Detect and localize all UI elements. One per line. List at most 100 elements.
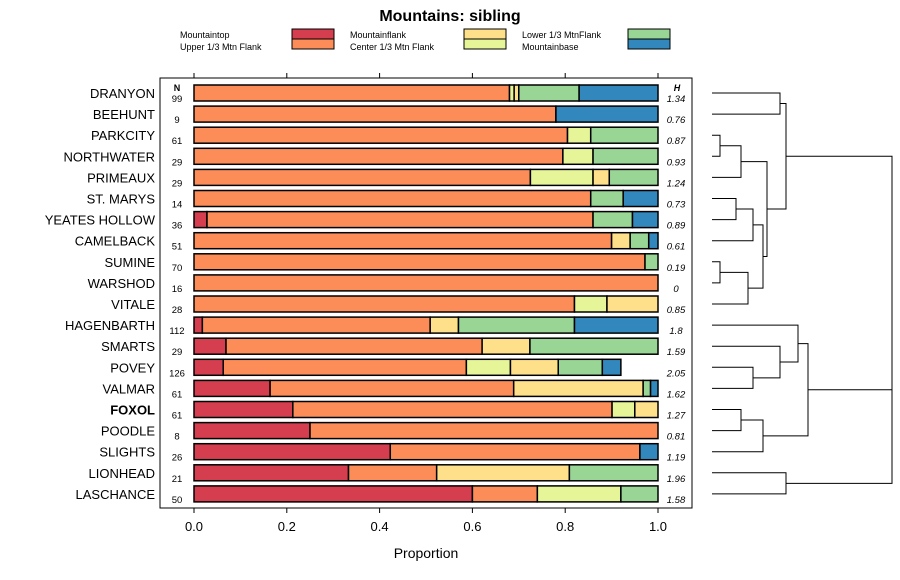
legend-label-mountaintop: Mountaintop bbox=[180, 30, 230, 40]
bar-segment-center-1-3-mtn-flank bbox=[573, 295, 608, 313]
row-label: DRANYON bbox=[90, 86, 155, 101]
row-h-value: 0 bbox=[673, 284, 679, 295]
bar-segment-lower-1-3-mtnflank bbox=[589, 189, 624, 208]
row-h-value: 1.58 bbox=[667, 495, 686, 506]
row-label: VALMAR bbox=[103, 381, 156, 396]
x-axis-title: Proportion bbox=[394, 545, 459, 561]
row-h-value: 0.19 bbox=[667, 263, 686, 274]
bar-segment-mountainbase bbox=[622, 189, 659, 208]
dendrogram-link bbox=[763, 343, 809, 437]
bar-segment-mountaintop bbox=[193, 464, 350, 482]
row-h-value: 1.8 bbox=[669, 326, 683, 337]
row-n-value: 29 bbox=[172, 157, 183, 168]
bar-segment-upper-1-3-mtn-flank bbox=[193, 295, 576, 313]
row-n-value: 14 bbox=[172, 200, 183, 211]
bar-segment-upper-1-3-mtn-flank bbox=[206, 210, 594, 229]
bar-segment-mountainbase bbox=[649, 379, 659, 398]
row-n-value: 8 bbox=[174, 432, 179, 443]
bar-segment-upper-1-3-mtn-flank bbox=[389, 442, 641, 461]
bar-row-st-marys: ST. MARYS 14 0.73 bbox=[87, 189, 686, 211]
plot-frame bbox=[159, 77, 693, 509]
bar-segment-mountainbase bbox=[639, 442, 659, 461]
row-n-value: 9 bbox=[174, 115, 179, 126]
bar-segment-upper-1-3-mtn-flank bbox=[471, 485, 539, 503]
bar-row-smarts: SMARTS 29 1.59 bbox=[101, 337, 686, 358]
bar-segment-mountaintop bbox=[193, 442, 392, 461]
row-label: HAGENBARTH bbox=[65, 318, 155, 333]
bar-segment-mountaintop bbox=[193, 421, 311, 440]
row-h-value: 0.93 bbox=[667, 157, 686, 168]
row-h-value: 1.59 bbox=[667, 347, 686, 358]
bar-row-lionhead: LIONHEAD 21 1.96 bbox=[89, 464, 686, 485]
row-label: LASCHANCE bbox=[76, 487, 156, 502]
legend-swatch-lower-1-3-mtnflank bbox=[627, 28, 671, 40]
bar-segment-mountaintop bbox=[193, 358, 224, 377]
legend-label-mountainflank: Mountainflank bbox=[350, 30, 407, 40]
row-n-value: 16 bbox=[172, 284, 183, 295]
bar-row-povey: POVEY 126 2.05 bbox=[110, 358, 686, 379]
dendrogram-link bbox=[712, 145, 742, 178]
row-n-value: 126 bbox=[169, 368, 185, 379]
legend-swatch-mountainbase bbox=[627, 38, 671, 50]
row-label: PARKCITY bbox=[91, 128, 155, 143]
bar-segment-mountainflank bbox=[429, 316, 460, 334]
x-tick-label: 0.2 bbox=[278, 519, 296, 534]
row-n-value: 28 bbox=[172, 305, 183, 316]
bar-row-laschance: LASCHANCE 50 1.58 bbox=[76, 485, 686, 506]
bar-segment-mountainbase bbox=[631, 210, 659, 229]
row-h-value: 0.89 bbox=[667, 221, 686, 232]
bar-segment-center-1-3-mtn-flank bbox=[465, 358, 512, 377]
legend-label-mountainbase: Mountainbase bbox=[522, 42, 579, 52]
bar-segment-mountaintop bbox=[193, 485, 474, 503]
legend-label-lower-1-3-mtnflank: Lower 1/3 MtnFlank bbox=[522, 30, 602, 40]
bar-row-valmar: VALMAR 61 1.62 bbox=[103, 379, 686, 400]
bar-segment-lower-1-3-mtnflank bbox=[629, 231, 650, 250]
row-label: BEEHUNT bbox=[93, 107, 155, 122]
bar-segment-mountainbase bbox=[647, 231, 659, 250]
row-h-value: 0.76 bbox=[667, 115, 686, 126]
bar-segment-mountainflank bbox=[512, 379, 644, 398]
bar-row-slights: SLIGHTS 26 1.19 bbox=[99, 442, 686, 464]
row-label: SLIGHTS bbox=[99, 445, 155, 460]
bar-segment-upper-1-3-mtn-flank bbox=[201, 316, 431, 334]
legend-label-center-1-3-mtn-flank: Center 1/3 Mtn Flank bbox=[350, 42, 435, 52]
bar-segment-upper-1-3-mtn-flank bbox=[193, 126, 569, 144]
bar-segment-mountainflank bbox=[481, 337, 531, 355]
bar-row-sumine: SUMINE 70 0.19 bbox=[104, 253, 686, 274]
bar-segment-upper-1-3-mtn-flank bbox=[193, 147, 564, 166]
dendrogram-link bbox=[712, 472, 787, 495]
bar-segment-lower-1-3-mtnflank bbox=[568, 464, 659, 482]
row-label: ST. MARYS bbox=[87, 192, 156, 207]
legend-swatch-center-1-3-mtn-flank bbox=[463, 38, 507, 50]
dendrogram-link bbox=[712, 366, 754, 389]
h-header: H bbox=[674, 83, 681, 93]
row-label: LIONHEAD bbox=[89, 466, 155, 481]
row-h-value: 0.87 bbox=[667, 136, 686, 147]
bar-segment-upper-1-3-mtn-flank bbox=[225, 337, 483, 355]
row-h-value: 2.05 bbox=[666, 368, 686, 379]
dendrogram-link bbox=[712, 261, 721, 284]
row-n-value: 21 bbox=[172, 474, 183, 485]
row-label: PRIMEAUX bbox=[87, 170, 155, 185]
row-n-value: 61 bbox=[172, 411, 183, 422]
dendrogram-link bbox=[712, 198, 737, 221]
row-h-value: 0.61 bbox=[667, 242, 686, 253]
bar-segment-mountainflank bbox=[634, 400, 659, 419]
row-n-value: 61 bbox=[172, 136, 183, 147]
row-label: SUMINE bbox=[104, 255, 155, 270]
chart-title: Mountains: sibling bbox=[379, 8, 520, 25]
bar-segment-mountainbase bbox=[555, 105, 659, 123]
dendrogram-link bbox=[712, 134, 721, 157]
legend: Mountaintop Upper 1/3 Mtn Flank Mountainfl… bbox=[180, 28, 671, 52]
bar-segment-upper-1-3-mtn-flank bbox=[193, 231, 613, 250]
bar-row-warshod: WARSHOD 16 0 bbox=[88, 274, 679, 295]
bar-segment-lower-1-3-mtnflank bbox=[620, 485, 659, 503]
bar-segment-lower-1-3-mtnflank bbox=[644, 253, 659, 271]
row-h-value: 0.85 bbox=[667, 305, 686, 316]
row-h-value: 0.81 bbox=[667, 432, 686, 443]
row-n-value: 50 bbox=[172, 495, 183, 506]
bar-segment-mountaintop bbox=[193, 400, 294, 419]
bar-row-beehunt: BEEHUNT 9 0.76 bbox=[93, 105, 686, 126]
